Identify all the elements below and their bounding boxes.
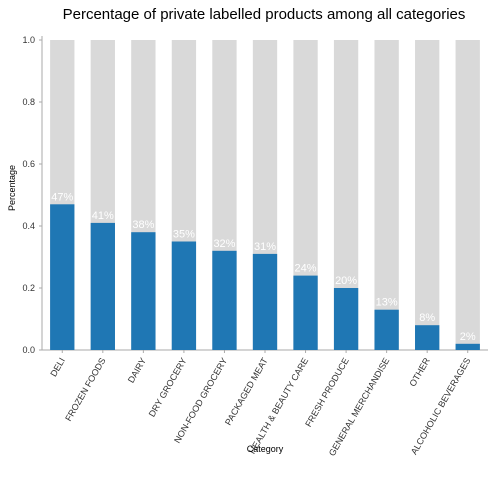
x-tick-label: DRY GROCERY xyxy=(147,356,189,419)
value-bar xyxy=(171,241,197,350)
data-label: 13% xyxy=(376,297,398,309)
value-bar xyxy=(252,253,278,350)
chart-title: Percentage of private labelled products … xyxy=(63,6,466,23)
y-tick-label: 0.6 xyxy=(22,159,35,169)
data-label: 24% xyxy=(295,263,317,275)
background-bar xyxy=(415,40,440,350)
x-tick-label: DELI xyxy=(48,356,67,378)
value-bar xyxy=(293,275,318,350)
value-bar xyxy=(131,232,156,350)
x-tick-label: OTHER xyxy=(408,356,433,389)
y-axis-label: Percentage xyxy=(7,165,17,211)
x-tick-label: FROZEN FOODS xyxy=(63,356,107,423)
value-bar xyxy=(212,250,237,350)
value-bar xyxy=(455,343,480,350)
value-bar xyxy=(90,222,115,350)
y-tick-label: 0.4 xyxy=(22,221,35,231)
data-label: 20% xyxy=(335,275,357,287)
value-bar xyxy=(333,288,359,350)
data-label: 31% xyxy=(254,241,276,253)
background-bar xyxy=(374,40,399,350)
x-axis-label: Category xyxy=(247,444,284,454)
y-tick-label: 0.8 xyxy=(22,97,35,107)
y-tick-label: 0.0 xyxy=(22,345,35,355)
x-tick-label: PACKAGED MEAT xyxy=(223,356,270,427)
value-bar xyxy=(374,309,399,350)
plot-area: 0.0 0.2 0.4 0.6 0.8 1.0 47% DELI 41% FROZEN FOODS… xyxy=(22,35,488,458)
data-label: 47% xyxy=(51,191,73,203)
y-tick-label: 0.2 xyxy=(22,283,35,293)
value-bar xyxy=(50,204,75,350)
y-tick-label: 1.0 xyxy=(22,35,35,45)
value-bar xyxy=(415,325,440,350)
data-label: 35% xyxy=(173,229,195,241)
data-label: 2% xyxy=(460,331,476,343)
x-tick-label: FRESH PRODUCE xyxy=(303,356,351,429)
data-label: 38% xyxy=(132,219,154,231)
data-label: 8% xyxy=(419,312,435,324)
background-bar xyxy=(455,40,480,350)
x-tick-label: DAIRY xyxy=(126,356,148,385)
data-label: 41% xyxy=(92,210,114,222)
data-label: 32% xyxy=(213,238,235,250)
